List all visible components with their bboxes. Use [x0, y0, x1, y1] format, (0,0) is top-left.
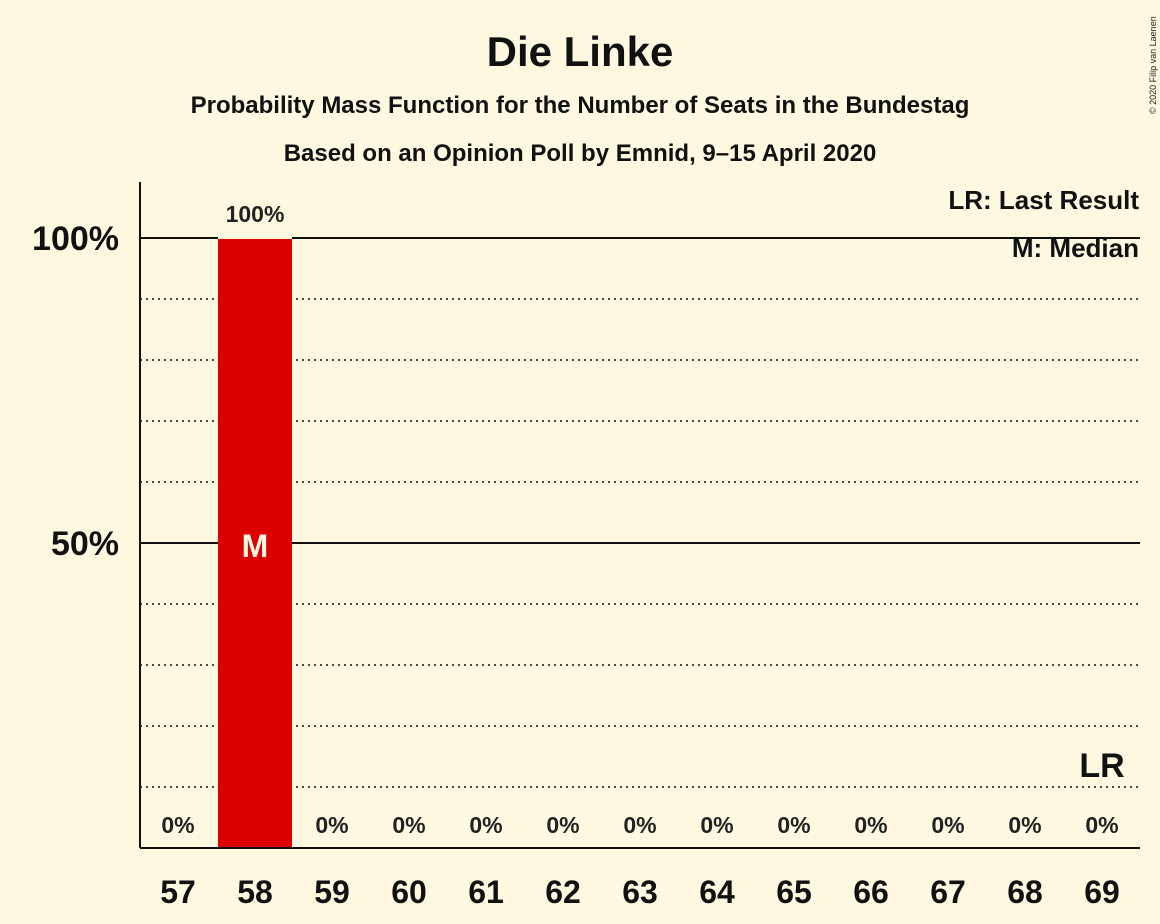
data-label-65: 0% [777, 812, 810, 838]
bar-58 [218, 238, 292, 848]
x-tick-label-67: 67 [930, 874, 966, 910]
data-label-62: 0% [546, 812, 579, 838]
data-label-64: 0% [700, 812, 733, 838]
x-tick-label-60: 60 [391, 874, 427, 910]
chart-subtitle: Probability Mass Function for the Number… [191, 92, 970, 119]
x-tick-label-62: 62 [545, 874, 581, 910]
x-tick-label-63: 63 [622, 874, 658, 910]
data-label-57: 0% [161, 812, 194, 838]
x-tick-label-59: 59 [314, 874, 350, 910]
x-tick-label-65: 65 [776, 874, 812, 910]
chart-subtitle-source: Based on an Opinion Poll by Emnid, 9–15 … [284, 140, 877, 167]
legend-last-result: LR: Last Result [948, 185, 1139, 215]
copyright-notice: © 2020 Filip van Laenen [1148, 16, 1158, 114]
gridlines [140, 237, 1140, 788]
data-label-68: 0% [1008, 812, 1041, 838]
x-tick-label-58: 58 [237, 874, 273, 910]
data-label-67: 0% [931, 812, 964, 838]
x-axis-ticks: 57 58 59 60 61 62 63 64 65 66 67 68 69 [160, 874, 1120, 910]
y-tick-label: 50% [51, 525, 119, 563]
x-tick-label-64: 64 [699, 874, 735, 910]
x-tick-label-61: 61 [468, 874, 504, 910]
data-label-61: 0% [469, 812, 502, 838]
data-labels: 0% 100% M 0% 0% 0% 0% 0% 0% 0% 0% 0% 0% 0% LR [161, 201, 1124, 838]
data-label-60: 0% [392, 812, 425, 838]
last-result-marker: LR [1079, 747, 1124, 785]
data-label-66: 0% [854, 812, 887, 838]
data-label-69: 0% [1085, 812, 1118, 838]
y-tick-label: 100% [32, 220, 119, 258]
y-axis-ticks: 50% 100% [32, 220, 119, 563]
data-label-63: 0% [623, 812, 656, 838]
data-label-58: 100% [226, 201, 285, 227]
data-label-59: 0% [315, 812, 348, 838]
x-tick-label-57: 57 [160, 874, 196, 910]
median-marker: M [242, 528, 269, 564]
x-tick-label-69: 69 [1084, 874, 1120, 910]
bars [218, 237, 292, 848]
x-tick-label-66: 66 [853, 874, 889, 910]
legend-median: M: Median [1012, 233, 1139, 263]
x-tick-label-68: 68 [1007, 874, 1043, 910]
chart-title: Die Linke [487, 28, 674, 75]
